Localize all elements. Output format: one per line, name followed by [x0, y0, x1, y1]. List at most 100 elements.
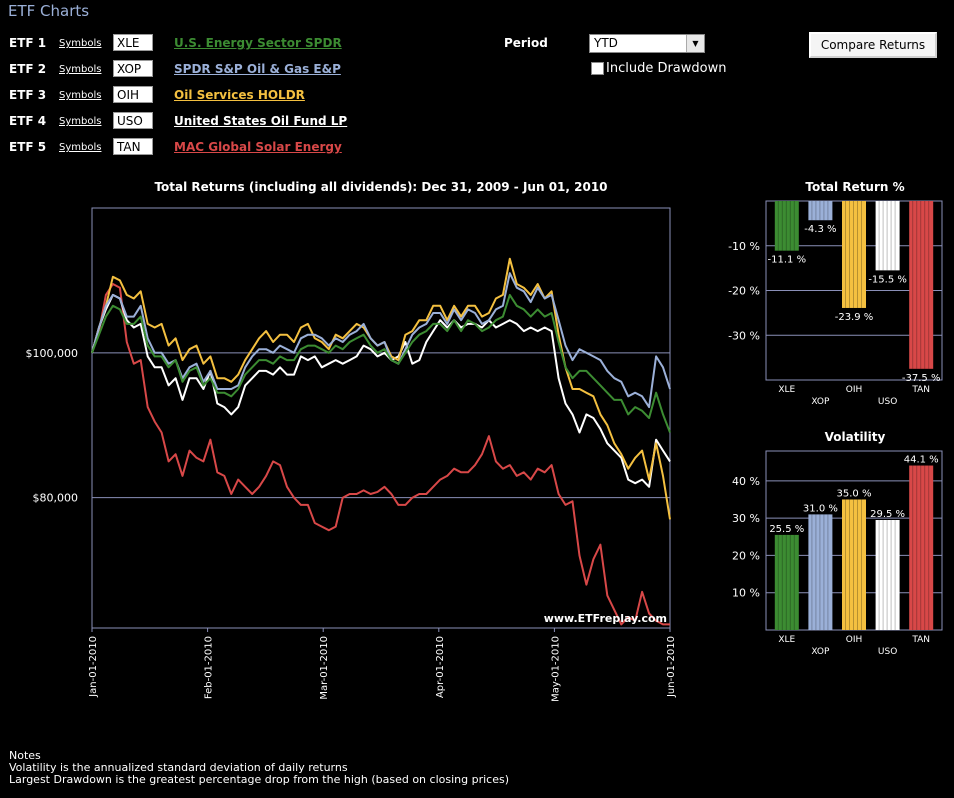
bar-category-label: XOP — [811, 647, 830, 657]
bar-stripe — [793, 201, 795, 251]
etf-label: ETF 5 — [9, 140, 47, 154]
symbols-link[interactable]: Symbols — [59, 64, 102, 75]
volatility-chart-title: Volatility — [824, 430, 886, 444]
bar-stripe — [823, 201, 825, 221]
etf-name-link[interactable]: U.S. Energy Sector SPDR — [174, 36, 342, 50]
period-select[interactable]: YTD ▼ — [589, 34, 705, 53]
bar-stripe — [920, 465, 922, 630]
bar-stripe — [894, 201, 896, 271]
total-return-bar-chart: -10 % -20 % -30 % -11.1 % XLE -4.3 % XOP -23.9 … — [728, 200, 943, 407]
include-drawdown-label: Include Drawdown — [606, 61, 727, 76]
bar-stripe — [845, 201, 846, 308]
series-line-tan — [91, 283, 670, 626]
bar-stripe — [912, 465, 914, 630]
bar-rect — [808, 201, 833, 221]
bar-y-tick-label: -30 % — [728, 329, 760, 342]
x-tick-label: Jun-01-2010 — [666, 636, 677, 698]
total-return-chart-title: Total Return % — [805, 180, 905, 194]
bar-category-label: OIH — [846, 385, 863, 395]
bar-stripe — [928, 201, 930, 369]
bar-category-label: OIH — [846, 635, 863, 645]
symbol-input[interactable]: USO — [113, 112, 153, 129]
bar-rect — [909, 465, 934, 630]
bar-stripe — [811, 514, 813, 630]
symbol-input[interactable]: XOP — [113, 60, 153, 77]
bar-rect — [774, 534, 799, 630]
bar-stripe — [882, 201, 884, 271]
bar-stripe — [890, 201, 892, 271]
etf-name-link[interactable]: Oil Services HOLDR — [174, 88, 305, 102]
bar-stripe — [827, 201, 829, 221]
period-label: Period — [504, 36, 548, 50]
bar-oih — [842, 201, 866, 308]
bar-stripe — [857, 499, 858, 630]
line-chart-title: Total Returns (including all dividends):… — [154, 180, 608, 194]
bar-stripe — [890, 519, 892, 630]
bar-rect — [875, 519, 900, 630]
bar-value-label: 31.0 % — [803, 503, 838, 514]
x-tick-label: Apr-01-2010 — [435, 636, 446, 698]
bar-rect — [842, 499, 866, 630]
bar-stripe — [823, 514, 825, 630]
x-tick-label: Jan-01-2010 — [88, 636, 99, 698]
bar-value-label: 29.5 % — [870, 509, 905, 520]
bar-xle — [774, 534, 799, 630]
bar-stripe — [861, 499, 862, 630]
bar-stripe — [777, 534, 779, 630]
symbols-link[interactable]: Symbols — [59, 38, 102, 49]
etf-label: ETF 4 — [9, 114, 47, 128]
include-drawdown-checkbox[interactable] — [591, 62, 604, 75]
bar-value-label: -23.9 % — [835, 312, 874, 323]
bar-rect — [808, 514, 833, 630]
bar-stripe — [878, 519, 880, 630]
symbol-input[interactable]: XLE — [113, 34, 153, 51]
bar-stripe — [819, 201, 821, 221]
bar-category-label: XLE — [778, 635, 795, 645]
bar-stripe — [793, 534, 795, 630]
bar-y-tick-label: -10 % — [728, 240, 760, 253]
bar-value-label: -37.5 % — [902, 373, 941, 384]
bar-uso — [875, 201, 900, 271]
bar-value-label: -11.1 % — [768, 255, 807, 266]
bar-value-label: 44.1 % — [904, 455, 939, 466]
plot-frame — [91, 207, 671, 629]
bar-rect — [774, 201, 799, 251]
symbols-link[interactable]: Symbols — [59, 90, 102, 101]
y-tick-label: $100,000 — [26, 347, 79, 360]
etf-label: ETF 3 — [9, 88, 47, 102]
etf-name-link[interactable]: MAC Global Solar Energy — [174, 140, 342, 154]
bar-stripe — [916, 201, 918, 369]
bar-stripe — [853, 201, 854, 308]
chevron-down-icon[interactable]: ▼ — [686, 35, 704, 52]
bar-y-tick-label: 20 % — [732, 549, 760, 562]
etf-name-link[interactable]: SPDR S&P Oil & Gas E&P — [174, 62, 341, 76]
bar-category-label: XLE — [778, 385, 795, 395]
bar-stripe — [857, 201, 858, 308]
bar-xop — [808, 514, 833, 630]
symbols-link[interactable]: Symbols — [59, 142, 102, 153]
bar-stripe — [924, 201, 926, 369]
bar-stripe — [924, 465, 926, 630]
bar-stripe — [845, 499, 846, 630]
symbols-link[interactable]: Symbols — [59, 116, 102, 127]
etf-name-link[interactable]: United States Oil Fund LP — [174, 114, 348, 128]
bar-stripe — [849, 201, 850, 308]
total-returns-line-chart: $100,000 $80,000 Jan-01-2010 Feb-01-2010 Mar… — [26, 207, 677, 702]
bar-stripe — [781, 534, 783, 630]
x-tick-label: Feb-01-2010 — [204, 636, 215, 699]
bar-y-tick-label: 30 % — [732, 512, 760, 525]
bar-stripe — [785, 534, 787, 630]
period-select-value: YTD — [594, 36, 618, 50]
bar-stripe — [928, 465, 930, 630]
notes-drawdown: Largest Drawdown is the greatest percent… — [9, 773, 509, 786]
compare-returns-button[interactable]: Compare Returns — [809, 32, 937, 58]
bar-stripe — [777, 201, 779, 251]
bar-y-tick-label: 40 % — [732, 475, 760, 488]
symbol-input[interactable]: TAN — [113, 138, 153, 155]
bar-xop — [808, 201, 833, 221]
bar-stripe — [886, 519, 888, 630]
bar-rect — [909, 201, 934, 369]
x-tick-label: Mar-01-2010 — [319, 636, 330, 700]
series-line-xle — [91, 293, 671, 433]
symbol-input[interactable]: OIH — [113, 86, 153, 103]
